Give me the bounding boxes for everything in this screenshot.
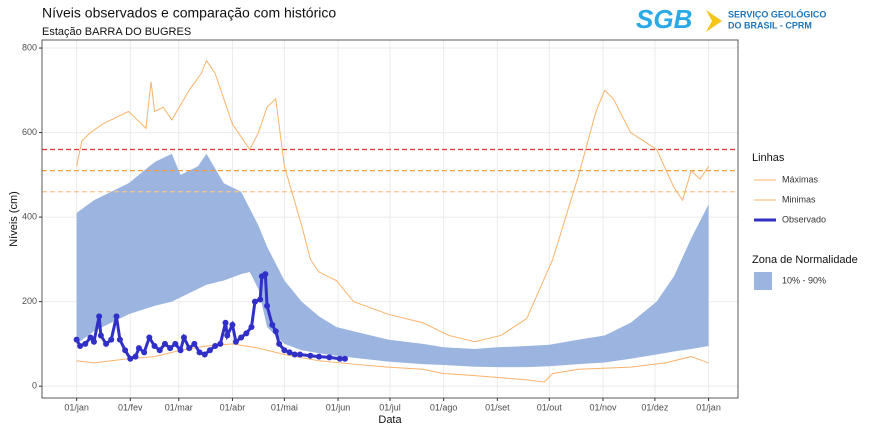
data-point [232,338,239,345]
data-point [116,336,123,343]
logo: SGB SERVIÇO GEOLÓGICO DO BRASIL - CPRM [636,4,826,34]
data-point [291,351,298,358]
legend-title: Linhas [752,152,785,164]
legend-swatch [754,272,772,290]
data-point [264,302,271,309]
data-point [108,336,115,343]
data-point [251,298,258,305]
data-point [307,352,314,359]
data-point [103,340,110,347]
data-point [206,347,213,354]
data-point [248,323,255,330]
x-tick-label: 01/mar [165,402,193,412]
data-point [186,345,193,352]
data-point [122,347,129,354]
legend-label: 10% - 90% [782,275,826,285]
legend-label: Minimas [782,194,816,204]
data-point [113,313,120,320]
data-point [177,347,184,354]
x-tick-label: 01/out [537,402,563,412]
data-point [262,271,269,278]
data-point [167,345,174,352]
x-tick-label: 01/jan [64,402,89,412]
data-point [151,343,158,350]
data-point [217,340,224,347]
data-point [269,321,276,328]
data-point [135,345,142,352]
data-point [132,353,139,360]
data-point [296,351,303,358]
data-point [243,330,250,337]
x-tick-label: 01/nov [589,402,617,412]
data-point [212,343,219,350]
data-point [196,349,203,356]
data-point [224,332,231,339]
x-tick-label: 01/abr [220,402,246,412]
data-point [87,334,94,341]
y-axis-label: Níveis (cm) [8,191,20,247]
chart-title: Níveis observados e comparação com histó… [42,5,336,21]
data-point [90,338,97,345]
x-tick-label: 01/set [485,402,510,412]
plot-border [41,39,739,399]
x-tick-label: 01/ago [430,402,458,412]
data-point [276,340,283,347]
y-tick-label: 0 [32,381,37,391]
band-legend-title: Zona de Normalidade [752,254,858,266]
y-tick-label: 800 [22,42,37,52]
data-point [222,319,229,326]
series-line [76,59,709,343]
x-tick-label: 01/mai [271,402,298,412]
legend-label: Observado [782,214,826,224]
data-point [316,353,323,360]
y-tick-label: 400 [22,211,37,221]
data-point [326,354,333,361]
data-point [257,296,264,303]
data-point [341,355,348,362]
logo-mark: SGB [636,4,692,34]
data-point [146,334,153,341]
data-point [73,336,80,343]
x-tick-label: 01/jul [379,402,401,412]
logo-arrow [706,10,722,32]
x-tick-label: 01/jan [696,402,721,412]
y-tick-label: 600 [22,127,37,137]
x-tick-label: 01/jun [326,402,351,412]
data-point [201,351,208,358]
data-point [272,328,279,335]
data-point [97,332,104,339]
x-tick-label: 01/fev [118,402,143,412]
data-point [172,340,179,347]
data-point [161,340,168,347]
data-point [180,334,187,341]
data-point [141,349,148,356]
chart-subtitle: Estação BARRA DO BUGRES [42,26,191,38]
data-point [127,355,134,362]
series-line [76,343,709,383]
data-point [336,355,343,362]
logo-line2: DO BRASIL - CPRM [728,20,812,30]
normal-band [76,153,709,368]
data-point [238,334,245,341]
data-point [229,321,236,328]
legend-label: Máximas [782,174,819,184]
x-axis-label: Data [378,414,402,426]
y-tick-label: 200 [22,296,37,306]
logo-line1: SERVIÇO GEOLÓGICO [728,8,826,19]
x-tick-label: 01/dez [641,402,669,412]
data-point [156,347,163,354]
data-point [191,340,198,347]
data-point [96,313,103,320]
data-point [82,340,89,347]
data-point [281,347,288,354]
data-point [77,343,84,350]
data-point [286,349,293,356]
